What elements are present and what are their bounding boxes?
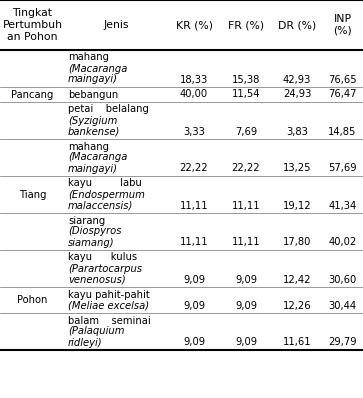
Text: INP
(%): INP (%) bbox=[333, 14, 352, 36]
Text: Jenis: Jenis bbox=[104, 20, 129, 30]
Text: 3,33: 3,33 bbox=[183, 127, 205, 137]
Text: kayu      kulus: kayu kulus bbox=[68, 252, 137, 263]
Text: 41,34: 41,34 bbox=[329, 201, 356, 211]
Text: 13,25: 13,25 bbox=[283, 164, 311, 174]
Text: DR (%): DR (%) bbox=[278, 20, 316, 30]
Text: 11,11: 11,11 bbox=[232, 238, 260, 248]
Text: 11,11: 11,11 bbox=[180, 238, 208, 248]
Text: petai    belalang: petai belalang bbox=[68, 105, 149, 115]
Text: (Parartocarpus: (Parartocarpus bbox=[68, 263, 142, 273]
Text: 19,12: 19,12 bbox=[283, 201, 311, 211]
Text: 11,54: 11,54 bbox=[232, 90, 260, 100]
Text: 9,09: 9,09 bbox=[235, 338, 257, 347]
Text: 40,02: 40,02 bbox=[329, 238, 356, 248]
Text: Pohon: Pohon bbox=[17, 295, 48, 305]
Text: mahang: mahang bbox=[68, 53, 109, 62]
Text: 3,83: 3,83 bbox=[286, 127, 308, 137]
Text: (Diospyros: (Diospyros bbox=[68, 226, 122, 236]
Text: 11,61: 11,61 bbox=[283, 338, 311, 347]
Text: Tiang: Tiang bbox=[19, 189, 46, 199]
Text: 22,22: 22,22 bbox=[232, 164, 260, 174]
Text: 14,85: 14,85 bbox=[328, 127, 357, 137]
Text: 17,80: 17,80 bbox=[283, 238, 311, 248]
Text: 24,93: 24,93 bbox=[283, 90, 311, 100]
Text: (Macaranga: (Macaranga bbox=[68, 64, 127, 74]
Text: (Macaranga: (Macaranga bbox=[68, 152, 127, 162]
Text: 12,42: 12,42 bbox=[283, 275, 311, 285]
Text: 30,44: 30,44 bbox=[329, 300, 356, 310]
Text: FR (%): FR (%) bbox=[228, 20, 264, 30]
Text: Tingkat
Pertumbuh
an Pohon: Tingkat Pertumbuh an Pohon bbox=[3, 8, 62, 42]
Text: (Syzigium: (Syzigium bbox=[68, 115, 117, 125]
Text: 40,00: 40,00 bbox=[180, 90, 208, 100]
Text: (Endospermum: (Endospermum bbox=[68, 189, 145, 199]
Text: KR (%): KR (%) bbox=[175, 20, 212, 30]
Text: 15,38: 15,38 bbox=[232, 74, 260, 84]
Text: malaccensis): malaccensis) bbox=[68, 201, 133, 211]
Text: bankense): bankense) bbox=[68, 127, 121, 137]
Text: 22,22: 22,22 bbox=[180, 164, 208, 174]
Text: 9,09: 9,09 bbox=[235, 300, 257, 310]
Text: balam    seminai: balam seminai bbox=[68, 316, 151, 326]
Text: venenosus): venenosus) bbox=[68, 275, 126, 285]
Text: 18,33: 18,33 bbox=[180, 74, 208, 84]
Text: 76,65: 76,65 bbox=[328, 74, 357, 84]
Text: (Palaquium: (Palaquium bbox=[68, 326, 125, 336]
Text: ridleyi): ridleyi) bbox=[68, 338, 103, 347]
Text: 12,26: 12,26 bbox=[283, 300, 311, 310]
Text: siarang: siarang bbox=[68, 215, 105, 226]
Text: 9,09: 9,09 bbox=[235, 275, 257, 285]
Text: 9,09: 9,09 bbox=[183, 275, 205, 285]
Text: 76,47: 76,47 bbox=[328, 90, 357, 100]
Text: 29,79: 29,79 bbox=[328, 338, 357, 347]
Text: 11,11: 11,11 bbox=[180, 201, 208, 211]
Text: maingayi): maingayi) bbox=[68, 164, 118, 174]
Text: 11,11: 11,11 bbox=[232, 201, 260, 211]
Text: (Meliae excelsa): (Meliae excelsa) bbox=[68, 300, 149, 310]
Text: kayu pahit-pahit: kayu pahit-pahit bbox=[68, 289, 150, 300]
Text: maingayi): maingayi) bbox=[68, 74, 118, 84]
Text: 30,60: 30,60 bbox=[329, 275, 356, 285]
Text: 9,09: 9,09 bbox=[183, 300, 205, 310]
Text: 42,93: 42,93 bbox=[283, 74, 311, 84]
Text: 57,69: 57,69 bbox=[328, 164, 357, 174]
Text: 9,09: 9,09 bbox=[183, 338, 205, 347]
Text: bebangun: bebangun bbox=[68, 90, 118, 100]
Text: Pancang: Pancang bbox=[11, 90, 54, 100]
Text: 7,69: 7,69 bbox=[235, 127, 257, 137]
Text: siamang): siamang) bbox=[68, 238, 115, 248]
Text: mahang: mahang bbox=[68, 142, 109, 152]
Text: kayu         labu: kayu labu bbox=[68, 178, 142, 189]
